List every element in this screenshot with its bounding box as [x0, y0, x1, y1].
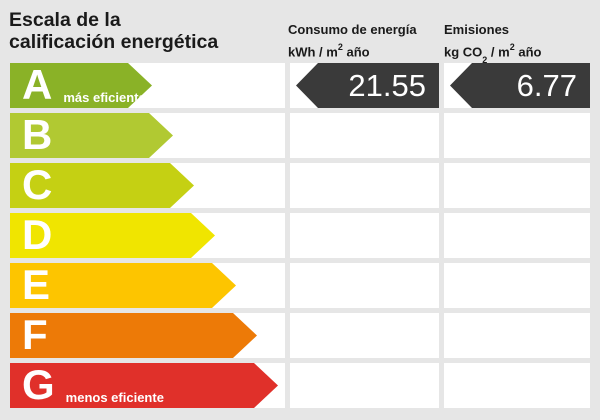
- rating-arrow-icon: E: [10, 263, 236, 308]
- rating-letter: C: [22, 161, 53, 208]
- consumo-cell-g: [290, 363, 439, 408]
- rating-arrow-icon: D: [10, 213, 215, 258]
- consumo-cell-d: [290, 213, 439, 258]
- emisiones-cell-b: [444, 113, 590, 158]
- scale-cell-c: C: [10, 163, 285, 208]
- emisiones-cell-e: [444, 263, 590, 308]
- consumo-cell-e: [290, 263, 439, 308]
- value-badge-arrow-left-icon: 21.55: [296, 63, 439, 108]
- rating-letter: F: [22, 311, 48, 358]
- emisiones-cell-d: [444, 213, 590, 258]
- rating-letter: G: [22, 361, 55, 408]
- column-header-emisiones: Emisiones kg CO2 / m2 año: [444, 21, 541, 66]
- rating-arrow-icon: A más eficiente: [10, 63, 152, 108]
- page-title-line2: calificación energética: [9, 31, 219, 53]
- rating-arrow-icon: B: [10, 113, 173, 158]
- unit-superscript: 2: [509, 42, 515, 52]
- emisiones-cell-f: [444, 313, 590, 358]
- unit-subscript: 2: [482, 54, 488, 65]
- scale-cell-e: E: [10, 263, 285, 308]
- emisiones-cell-c: [444, 163, 590, 208]
- unit-text: kWh / m: [288, 44, 338, 60]
- rating-row-g: G menos eficiente: [10, 363, 590, 408]
- rating-row-b: B: [10, 113, 590, 158]
- emisiones-value: 6.77: [516, 68, 577, 103]
- rating-grid: A más eficiente 21.55 6.77 B: [10, 63, 590, 408]
- rating-arrow-icon: C: [10, 163, 194, 208]
- rating-letter: B: [22, 111, 53, 158]
- scale-cell-b: B: [10, 113, 285, 158]
- column-header-emisiones-title: Emisiones: [444, 22, 510, 37]
- column-header-consumo-unit: kWh / m2 año: [288, 39, 417, 61]
- unit-text: año: [514, 44, 542, 60]
- scale-cell-g: G menos eficiente: [10, 363, 285, 408]
- rating-letter: A: [22, 61, 53, 108]
- column-header-emisiones-unit: kg CO2 / m2 año: [444, 39, 541, 66]
- rating-letter: E: [22, 261, 51, 308]
- unit-text: / m: [487, 44, 510, 60]
- scale-cell-a: A más eficiente: [10, 63, 285, 108]
- unit-superscript: 2: [337, 42, 343, 52]
- value-badge-arrow-left-icon: 6.77: [450, 63, 590, 108]
- column-header-consumo: Consumo de energía kWh / m2 año: [288, 21, 417, 61]
- emisiones-cell-g: [444, 363, 590, 408]
- rating-arrow-icon: G menos eficiente: [10, 363, 278, 408]
- rating-note: menos eficiente: [65, 390, 164, 405]
- scale-cell-f: F: [10, 313, 285, 358]
- rating-row-d: D: [10, 213, 590, 258]
- consumo-cell-f: [290, 313, 439, 358]
- rating-arrow-icon: F: [10, 313, 257, 358]
- column-header-consumo-title: Consumo de energía: [288, 22, 417, 37]
- rating-row-e: E: [10, 263, 590, 308]
- rating-letter: D: [22, 211, 53, 258]
- emisiones-cell-a: 6.77: [444, 63, 590, 108]
- consumo-cell-a: 21.55: [290, 63, 439, 108]
- page-title: Escala de la calificación energética: [9, 9, 218, 53]
- header: Escala de la calificación energética Con…: [0, 0, 600, 66]
- consumo-value: 21.55: [348, 68, 426, 103]
- scale-cell-d: D: [10, 213, 285, 258]
- rating-note: más eficiente: [63, 90, 146, 105]
- page-title-line1: Escala de la: [9, 9, 121, 31]
- unit-text: kg CO: [444, 44, 483, 60]
- consumo-cell-b: [290, 113, 439, 158]
- consumo-cell-c: [290, 163, 439, 208]
- rating-row-c: C: [10, 163, 590, 208]
- unit-text: año: [342, 44, 370, 60]
- rating-row-a: A más eficiente 21.55 6.77: [10, 63, 590, 108]
- rating-row-f: F: [10, 313, 590, 358]
